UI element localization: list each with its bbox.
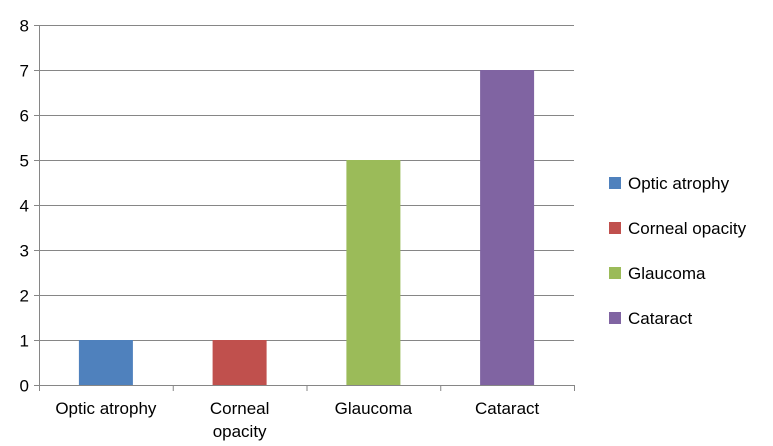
- bar-optic-atrophy: [78, 340, 133, 385]
- x-tick-label-corneal-opacity: Corneal opacity: [210, 399, 270, 441]
- x-tick-label-optic-atrophy: Optic atrophy: [55, 399, 157, 418]
- y-tick-label-1: 1: [20, 332, 29, 351]
- x-tick-label-glaucoma: Glaucoma: [335, 399, 413, 418]
- legend-item-corneal-opacity: Corneal opacity: [609, 219, 747, 238]
- legend-label: Cataract: [628, 309, 693, 328]
- legend-label: Corneal opacity: [628, 219, 747, 238]
- y-tick-label-4: 4: [20, 197, 29, 216]
- y-tick-label-6: 6: [20, 107, 29, 126]
- bar-corneal-opacity: [212, 340, 267, 385]
- legend-swatch: [609, 267, 621, 279]
- legend-swatch: [609, 312, 621, 324]
- bar-glaucoma: [346, 160, 401, 385]
- legend-item-cataract: Cataract: [609, 309, 693, 328]
- y-tick-label-7: 7: [20, 62, 29, 81]
- bar-cataract: [480, 70, 535, 385]
- y-tick-labels: 0 1 2 3 4 5 6 7 8: [20, 17, 29, 396]
- bars: [78, 70, 535, 385]
- y-tick-label-3: 3: [20, 242, 29, 261]
- legend-label: Optic atrophy: [628, 174, 730, 193]
- x-tick-labels: Optic atrophy Corneal opacity Glaucoma Catar…: [55, 399, 539, 441]
- legend-swatch: [609, 177, 621, 189]
- legend-item-glaucoma: Glaucoma: [609, 264, 706, 283]
- legend-label: Glaucoma: [628, 264, 706, 283]
- legend-swatch: [609, 222, 621, 234]
- gridlines: [39, 25, 574, 341]
- legend-item-optic-atrophy: Optic atrophy: [609, 174, 730, 193]
- legend: Optic atrophy Corneal opacity Glaucoma Cata…: [609, 174, 747, 328]
- y-tick-label-5: 5: [20, 152, 29, 171]
- y-tick-label-8: 8: [20, 17, 29, 36]
- x-tick-label-cataract: Cataract: [475, 399, 540, 418]
- y-tick-label-2: 2: [20, 287, 29, 306]
- axes: [34, 25, 575, 391]
- y-tick-label-0: 0: [20, 377, 29, 396]
